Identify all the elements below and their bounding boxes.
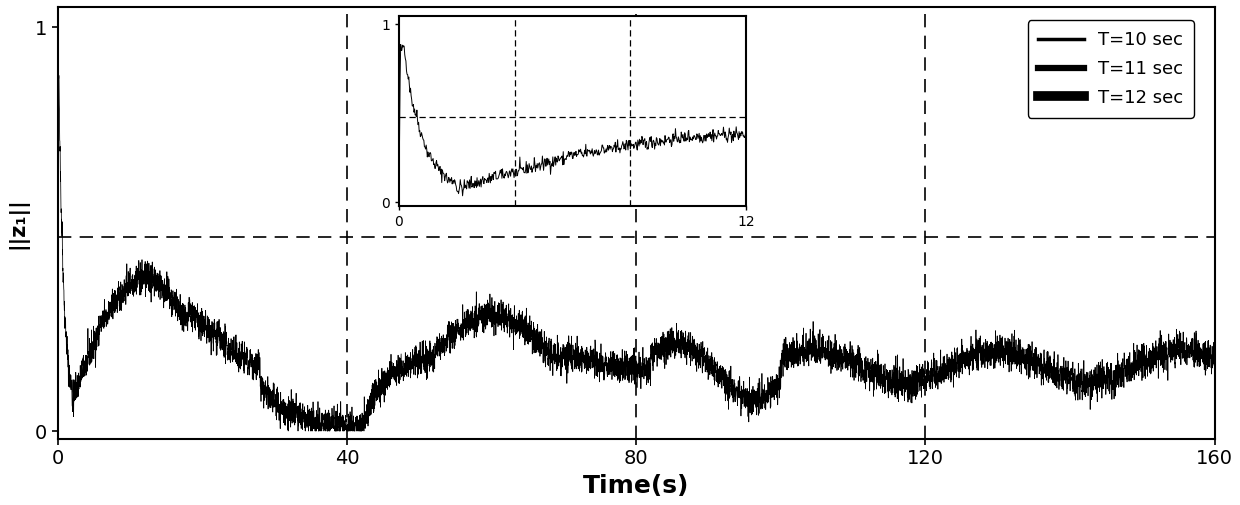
Y-axis label: ||z₁||: ||z₁|| [7,197,29,249]
X-axis label: Time(s): Time(s) [583,474,689,498]
Legend: T=10 sec, T=11 sec, T=12 sec: T=10 sec, T=11 sec, T=12 sec [1028,20,1194,118]
